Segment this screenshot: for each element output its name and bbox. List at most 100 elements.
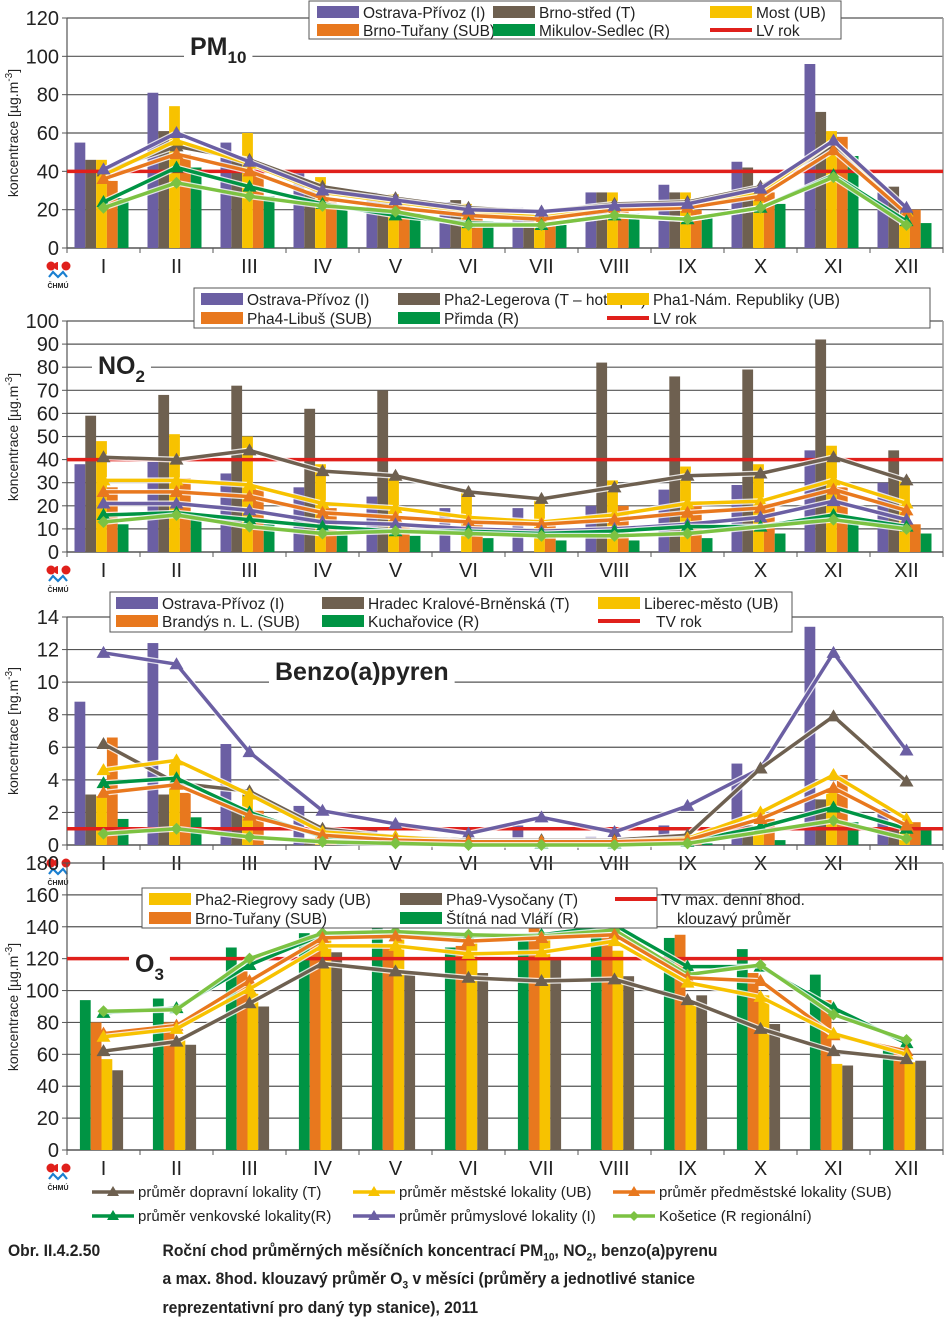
legend-swatch-traffic [322, 597, 364, 609]
line-industrial [102, 131, 908, 214]
y-tick-label: 10 [37, 672, 59, 694]
bar-traffic [231, 156, 243, 248]
line-legend-label: průměr venkovské lokality(R) [138, 1208, 331, 1225]
bar-suburban [252, 171, 264, 248]
bar-traffic [112, 1070, 124, 1150]
legend-label: Pha4-Libuš (SUB) [247, 311, 372, 328]
triangle-marker [534, 973, 549, 986]
triangle-marker [607, 934, 622, 947]
triangle-marker [96, 737, 111, 750]
legend-label: Štítná nad Vláří (R) [446, 911, 579, 928]
bar-traffic [596, 192, 608, 248]
triangle-marker [461, 970, 476, 983]
y-axis-label: koncentrace [µg.m-3] [4, 373, 21, 501]
bar-urban [174, 1039, 186, 1150]
bar-urban [247, 993, 259, 1150]
y-tick-label: 160 [26, 885, 59, 907]
bar-suburban [893, 1051, 905, 1150]
legend-swatch-urban [598, 597, 640, 609]
triangle-marker [96, 172, 111, 184]
x-tick-label: VII [529, 1158, 553, 1180]
y-tick-label: 12 [37, 640, 59, 662]
chart-title-background [269, 656, 455, 688]
logo-halfdot-icon [54, 1164, 58, 1172]
triangle-marker [388, 929, 403, 942]
x-tick-label: IV [313, 853, 333, 875]
bar-traffic [377, 390, 389, 552]
bar-urban [685, 1001, 697, 1150]
triangle-marker [826, 645, 841, 658]
triangle-marker [899, 512, 914, 525]
x-tick-label: VI [459, 560, 478, 582]
legend-label: Liberec-město (UB) [644, 596, 778, 613]
triangle-marker [96, 645, 111, 658]
logo-dot-icon [61, 261, 71, 271]
x-tick-label: XI [824, 853, 843, 875]
triangle-marker [899, 496, 914, 509]
x-tick-label: I [101, 256, 107, 278]
triangle-marker [169, 147, 184, 160]
bar-industrial [220, 473, 232, 552]
x-tick-label: IV [313, 560, 333, 582]
bar-suburban [471, 521, 483, 552]
triangle-marker [680, 196, 695, 209]
bar-suburban [163, 1022, 175, 1150]
triangle-marker [388, 501, 403, 514]
line-suburban [103, 487, 907, 527]
bar-traffic [596, 362, 608, 552]
triangle-marker [169, 496, 184, 509]
triangle-marker [753, 811, 768, 824]
y-tick-label: 100 [26, 46, 59, 68]
triangle-marker [680, 519, 695, 532]
chart-panel-o3: 0 20 40 60 80 100 120 140 160 180 koncentrace [µg.… [4, 853, 944, 1192]
diamond-marker [462, 839, 475, 851]
bar-industrial [877, 482, 889, 552]
legend-limit-label: TV max. denní 8hod. [661, 892, 805, 909]
bar-industrial [74, 464, 86, 552]
bar-industrial [731, 161, 743, 248]
legend-label: Ostrava-Přívoz (I) [247, 292, 369, 309]
triangle-marker [96, 763, 111, 776]
triangle-marker [534, 945, 549, 958]
bar-traffic [185, 1044, 197, 1150]
bar-urban [388, 194, 399, 248]
diamond-marker [754, 959, 767, 972]
triangle-marker [242, 179, 257, 192]
logo-dot-icon [61, 1163, 71, 1173]
chart-title: Benzo(a)pyren [275, 658, 449, 686]
bar-rural [190, 167, 202, 248]
x-tick-label: VIII [599, 853, 629, 875]
diamond-marker [535, 839, 548, 851]
bar-rural [117, 198, 129, 248]
triangle-marker [826, 450, 841, 463]
bar-suburban [909, 822, 921, 845]
bar-suburban [398, 524, 410, 552]
triangle-marker [242, 787, 257, 800]
diamond-marker [243, 520, 256, 533]
chart-title-background [184, 31, 253, 69]
bar-suburban [106, 180, 118, 248]
triangle-marker [96, 162, 111, 175]
triangle-marker [826, 494, 841, 507]
triangle-marker [368, 1210, 380, 1220]
bar-rural [701, 843, 713, 845]
bar-suburban [398, 203, 410, 248]
triangle-marker [461, 514, 476, 527]
legend-label: Brno-Tuřany (SUB) [195, 911, 327, 928]
legend-label: Brno-střed (T) [539, 5, 635, 22]
triangle-marker [315, 828, 330, 841]
legend-label: Most (UB) [756, 5, 826, 22]
triangle-marker [753, 181, 768, 194]
triangle-marker [899, 1052, 914, 1065]
diamond-marker [243, 952, 256, 965]
diamond-marker [900, 219, 913, 231]
y-tick-label: 6 [48, 737, 59, 759]
triangle-marker [242, 981, 257, 994]
line-suburban [103, 782, 908, 844]
x-tick-label: VII [529, 853, 553, 875]
legend-swatch-industrial [201, 293, 243, 305]
diamond-marker [827, 171, 840, 184]
triangle-marker [96, 508, 111, 521]
